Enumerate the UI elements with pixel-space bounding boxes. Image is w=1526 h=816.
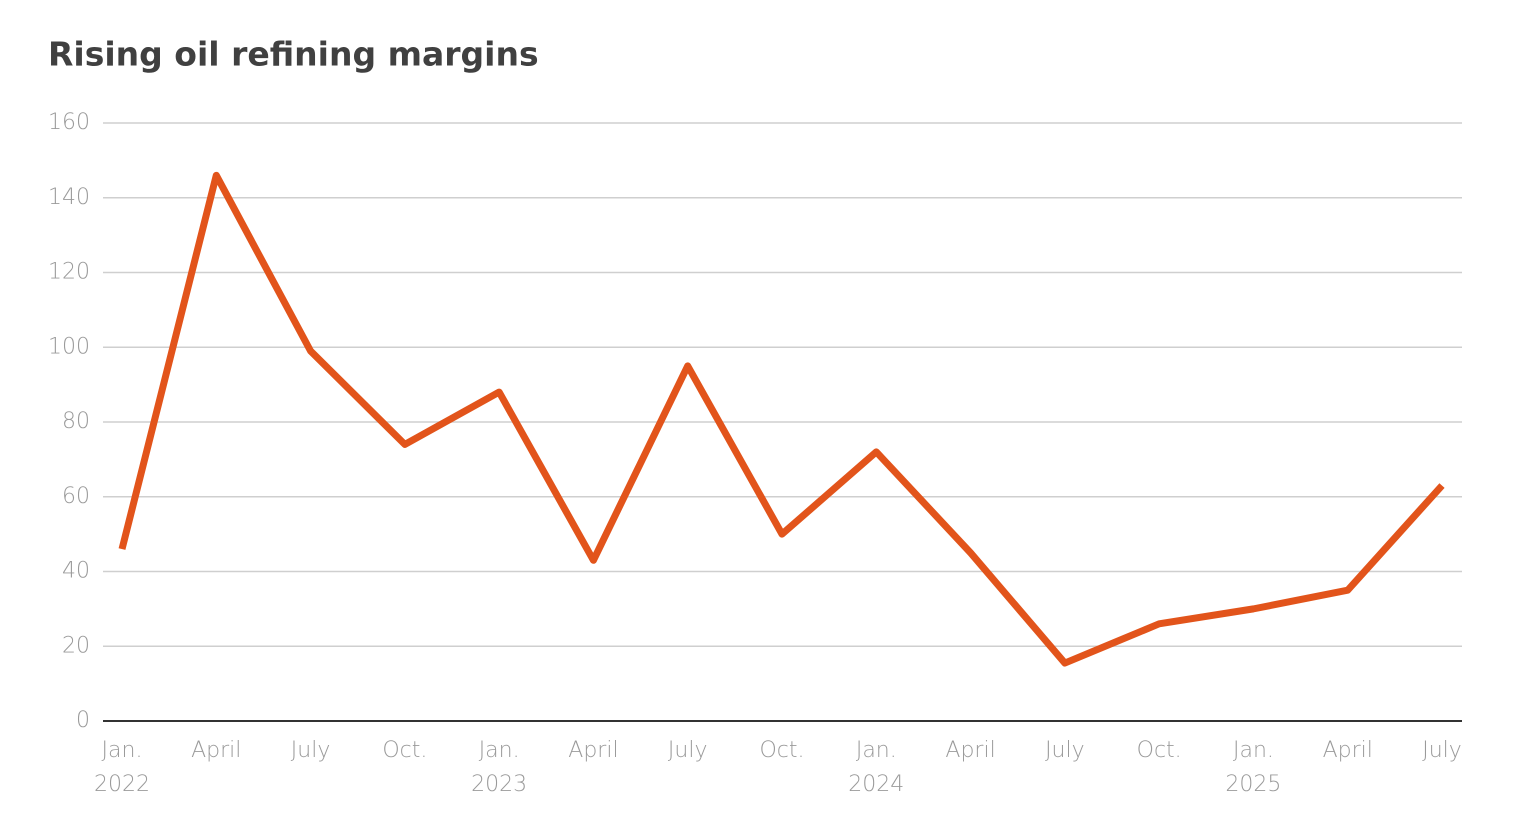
y-tick-label: 20: [62, 633, 90, 658]
x-tick-label: Oct.: [759, 738, 804, 763]
x-tick-label: Oct.: [1137, 738, 1182, 763]
x-tick-label: Jan.: [856, 738, 897, 763]
x-year-label: 2024: [848, 772, 904, 797]
y-tick-label: 100: [48, 334, 90, 359]
data-line: [118, 171, 1445, 667]
x-tick-label: July: [1045, 738, 1085, 763]
x-tick-label: Jan.: [1233, 738, 1274, 763]
x-tick-label: July: [291, 738, 331, 763]
y-tick-label: 160: [48, 110, 90, 135]
x-tick-label: Jan.: [479, 738, 520, 763]
x-tick-label: Oct.: [382, 738, 427, 763]
y-tick-label: 0: [76, 708, 90, 733]
chart-title: Rising oil refining margins: [48, 35, 539, 74]
x-tick-label: April: [191, 738, 241, 763]
x-tick-label: April: [1323, 738, 1373, 763]
x-year-label: 2025: [1225, 772, 1281, 797]
y-tick-label: 40: [62, 559, 90, 584]
x-tick-label: July: [1422, 738, 1462, 763]
y-tick-label: 140: [48, 185, 90, 210]
x-tick-label: Jan.: [102, 738, 143, 763]
x-tick-label: April: [945, 738, 995, 763]
x-year-label: 2022: [94, 772, 150, 797]
x-tick-label: July: [668, 738, 708, 763]
y-tick-label: 120: [48, 260, 90, 285]
x-tick-label: April: [568, 738, 618, 763]
y-tick-label: 80: [62, 409, 90, 434]
y-tick-label: 60: [62, 484, 90, 509]
x-year-label: 2023: [471, 772, 527, 797]
